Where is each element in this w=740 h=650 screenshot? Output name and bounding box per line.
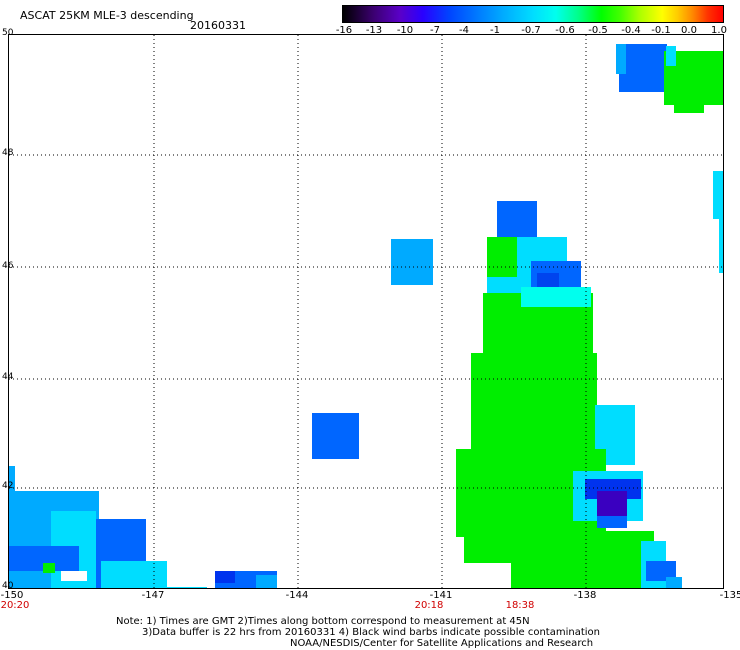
colorbar-label: 0.0 <box>681 25 697 36</box>
data-patch-green <box>511 561 646 588</box>
colorbar-label: -0.5 <box>588 25 608 36</box>
data-patch-cyan <box>713 171 723 219</box>
y-tick-label: 44 <box>2 372 14 382</box>
map-title: ASCAT 25KM MLE-3 descending <box>20 9 194 22</box>
y-tick-label: 46 <box>2 261 14 271</box>
colorbar-label: -1 <box>490 25 500 36</box>
data-patch-darkblue <box>537 273 559 289</box>
x-tick-label: -141 <box>429 590 453 601</box>
map-date: 20160331 <box>190 19 246 32</box>
data-patch-blue <box>619 44 667 92</box>
data-patch-lightblue <box>391 239 433 285</box>
note-line-2: 3)Data buffer is 22 hrs from 20160331 4)… <box>142 627 600 638</box>
colorbar-label: -4 <box>459 25 469 36</box>
y-tick-label: 40 <box>2 581 14 591</box>
colorbar-label: -7 <box>430 25 440 36</box>
scatterometer-swath-data <box>9 44 723 588</box>
x-tick-label: -138 <box>573 590 597 601</box>
x-tick-label: -150 <box>0 590 24 601</box>
wind-speed-map <box>9 35 723 588</box>
data-patch-cyan <box>167 587 207 588</box>
colorbar-label: -10 <box>396 25 414 36</box>
time-label: 20:20 <box>0 600 30 611</box>
data-patch-cyan <box>719 211 723 273</box>
data-gap <box>61 571 87 581</box>
data-patch-green <box>487 237 517 277</box>
data-patch-green <box>43 563 55 573</box>
y-tick-label: 42 <box>2 481 14 491</box>
colorbar <box>342 5 724 23</box>
colorbar-label: -0.6 <box>555 25 575 36</box>
y-tick-label: 48 <box>2 148 14 158</box>
data-patch-darkblue <box>215 571 235 583</box>
colorbar-label: -16 <box>335 25 353 36</box>
data-patch-lightblue <box>616 44 626 74</box>
data-patch-green <box>674 101 704 113</box>
colorbar-label: -0.1 <box>651 25 671 36</box>
data-patch-blue <box>312 413 359 459</box>
x-tick-label: -135 <box>719 590 740 601</box>
colorbar-label: -13 <box>365 25 383 36</box>
note-line-3: NOAA/NESDIS/Center for Satellite Applica… <box>290 638 594 649</box>
data-patch-blue <box>646 561 676 581</box>
colorbar-label: -0.4 <box>621 25 641 36</box>
data-patch-cyan <box>101 561 167 588</box>
colorbar-label: 1.0 <box>711 25 727 36</box>
time-label: 20:18 <box>414 600 444 611</box>
x-tick-label: -144 <box>285 590 309 601</box>
data-patch-green <box>471 353 597 453</box>
colorbar-label: -0.7 <box>521 25 541 36</box>
x-tick-label: -147 <box>141 590 165 601</box>
data-patch-green <box>464 531 654 563</box>
time-label: 18:38 <box>505 600 535 611</box>
data-patch-blue <box>497 201 537 241</box>
data-patch-cyan <box>521 287 591 307</box>
data-patch-cyan <box>666 46 676 66</box>
map-grid <box>9 35 723 588</box>
data-patch-lightblue <box>256 575 277 588</box>
data-patch-lightblue <box>666 577 682 588</box>
map-plot <box>8 34 724 589</box>
y-tick-label: 50 <box>2 28 14 38</box>
data-patch-blue <box>597 516 627 528</box>
note-line-1: Note: 1) Times are GMT 2)Times along bot… <box>116 616 530 627</box>
